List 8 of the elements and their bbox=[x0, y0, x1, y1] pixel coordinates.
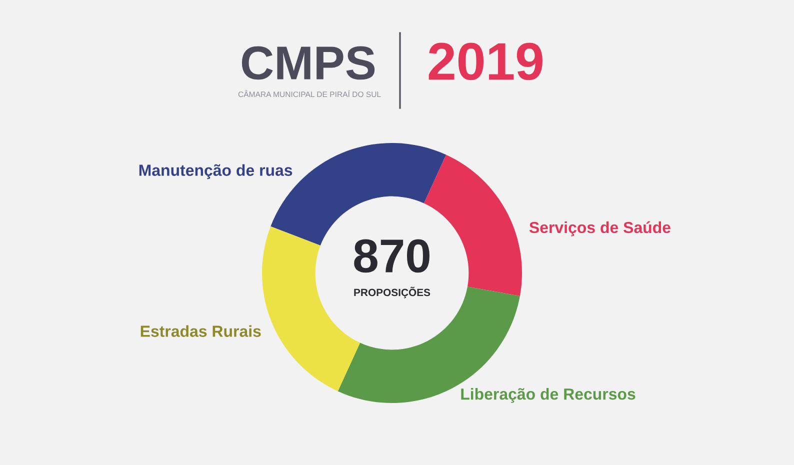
text: PROPOSIÇÕES bbox=[354, 286, 430, 298]
text: 870 bbox=[354, 239, 430, 273]
slice-label: Liberação de Recursos bbox=[461, 388, 636, 403]
slice-label: Manutenção de ruas bbox=[139, 164, 292, 180]
text: 2019 bbox=[428, 42, 542, 80]
chart-title: CMPS bbox=[242, 46, 375, 80]
slice-label: Serviços de Saúde bbox=[529, 221, 670, 236]
slice-label: Estradas Rurais bbox=[140, 325, 261, 337]
